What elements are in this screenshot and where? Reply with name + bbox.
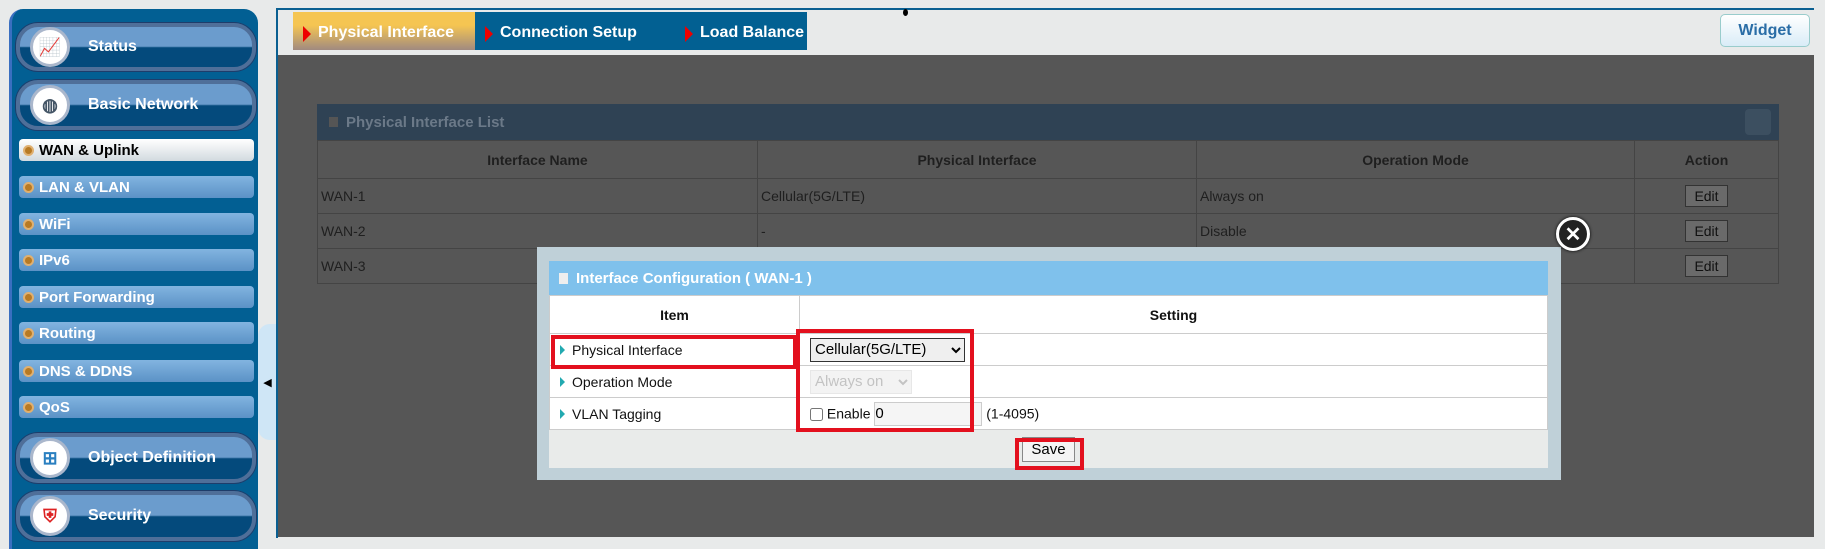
edit-button[interactable]: Edit [1685,255,1728,277]
label: Load Balance [700,24,805,41]
vlan-enable-checkbox[interactable] [810,407,823,421]
sidebar-item-security[interactable]: ⛨ Security [16,491,256,541]
label: Connection Setup [500,24,637,41]
label: LAN & VLAN [39,178,130,196]
tab-physical-interface[interactable]: Physical Interface [293,12,475,50]
cell: WAN-1 [317,178,758,214]
edit-button[interactable]: Edit [1685,220,1728,242]
vlan-range-hint: (1-4095) [986,405,1040,421]
col-header: Item [549,295,800,334]
tab-connection-setup[interactable]: Connection Setup [475,12,675,50]
sidebar-item-status[interactable]: 📈 Status [16,23,256,71]
sidebar-item-qos[interactable]: QoS [19,396,254,418]
vlan-tagging-label: VLAN Tagging [549,397,800,430]
sidebar-item-dns-ddns[interactable]: DNS & DDNS [19,360,254,382]
modal-header: Interface Configuration ( WAN-1 ) [549,261,1548,295]
cursor-dot [903,9,908,16]
close-icon: ✕ [1564,223,1582,246]
label: Port Forwarding [39,288,155,306]
cell: Always on [1196,178,1635,214]
modal-title: Interface Configuration ( WAN-1 ) [576,269,812,287]
table-row: WAN-1 Cellular(5G/LTE) Always on Edit [317,178,1779,214]
modal-footer: Save [549,430,1548,468]
security-shield-icon: ⛨ [30,496,70,536]
highlight-box [551,335,797,369]
label: Operation Mode [572,373,673,390]
network-globe-icon: ◍ [30,85,70,125]
widget-button[interactable]: Widget [1720,14,1810,47]
tab-load-balance[interactable]: Load Balance [675,12,807,50]
label: Status [88,38,137,55]
cell: Cellular(5G/LTE) [757,178,1197,214]
main-area [276,8,1814,538]
bullet-icon [23,327,34,339]
label: Security [88,507,152,524]
panel-title: Physical Interface List [346,113,505,131]
sidebar-item-ipv6[interactable]: IPv6 [19,249,254,271]
arrow-icon [485,26,493,42]
cell: WAN-2 [317,213,758,249]
label: WAN & Uplink [39,141,139,159]
col-header: Operation Mode [1196,140,1635,179]
col-header: Interface Name [317,140,758,179]
label: Routing [39,324,96,342]
bullet-icon [23,401,34,413]
highlight-box [796,329,974,432]
physical-interface-select[interactable]: Cellular(5G/LTE) [810,337,965,362]
col-header: Action [1634,140,1779,179]
panel-icon [559,272,568,284]
triangle-icon [560,408,565,419]
label: QoS [39,398,70,416]
panel-icon [329,117,338,127]
label: DNS & DDNS [39,362,133,380]
collapse-arrow-icon: ◀ [263,376,272,389]
interface-config-modal: Interface Configuration ( WAN-1 ) Item Se… [537,247,1561,480]
object-definition-icon: ⊞ [30,438,70,478]
label: Basic Network [88,96,199,113]
close-modal-button[interactable]: ✕ [1556,217,1590,251]
vlan-enable-label: Enable [826,405,871,421]
cell: - [757,213,1197,249]
bullet-icon [23,254,34,266]
sidebar-item-lan-vlan[interactable]: LAN & VLAN [19,176,254,198]
sidebar: 📈 Status ◍ Basic Network WAN & Uplink LAN … [9,9,258,549]
bullet-icon [23,144,34,156]
panel-header: Physical Interface List [317,104,1779,140]
label: Physical Interface [572,341,683,358]
highlight-box [1015,438,1084,470]
sidebar-item-basic-network[interactable]: ◍ Basic Network [16,80,256,130]
triangle-icon [560,376,565,387]
physical-interface-list-panel: Physical Interface List Interface Name Ph… [317,104,1779,284]
status-chart-icon: 📈 [30,27,70,67]
operation-mode-label: Operation Mode [549,365,800,398]
arrow-icon [685,26,693,42]
sidebar-item-wan-uplink[interactable]: WAN & Uplink [19,139,254,161]
label: VLAN Tagging [572,405,662,422]
arrow-icon [303,26,311,42]
collapse-panel-button[interactable] [1745,109,1771,135]
bullet-icon [23,291,34,303]
config-panel: Interface Configuration ( WAN-1 ) Item Se… [549,261,1548,468]
bullet-icon [23,181,34,193]
config-table: Item Setting Physical Interface Cellular(… [549,295,1548,430]
sidebar-collapse-handle[interactable]: ◀ [258,324,277,440]
sidebar-item-routing[interactable]: Routing [19,322,254,344]
col-header: Setting [799,295,1548,334]
bullet-icon [23,218,34,230]
vlan-id-input[interactable] [874,401,983,426]
label: Physical Interface [318,24,455,41]
triangle-icon [560,344,565,355]
edit-button[interactable]: Edit [1685,185,1728,207]
operation-mode-select[interactable]: Always on [810,369,912,394]
label: IPv6 [39,251,70,269]
col-header: Physical Interface [757,140,1197,179]
label: WiFi [39,215,71,233]
interface-table: Interface Name Physical Interface Operatio… [317,140,1779,284]
sidebar-item-object-definition[interactable]: ⊞ Object Definition [16,433,256,483]
label: Object Definition [88,449,216,466]
sidebar-item-wifi[interactable]: WiFi [19,213,254,235]
bullet-icon [23,365,34,377]
sidebar-item-port-forwarding[interactable]: Port Forwarding [19,286,254,308]
